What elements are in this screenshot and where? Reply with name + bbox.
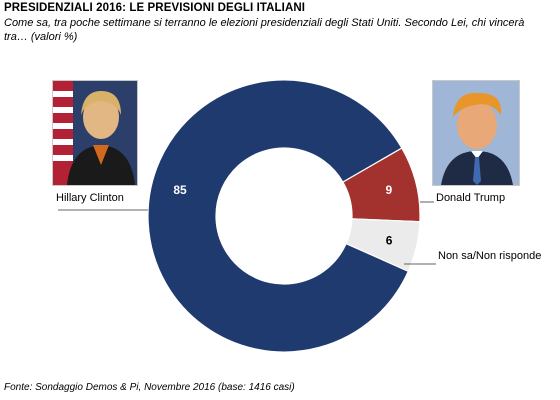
- clinton-photo: [52, 80, 138, 186]
- clinton-label: Hillary Clinton: [56, 192, 124, 204]
- value-label-unsure: 6: [386, 234, 393, 248]
- source-note: Fonte: Sondaggio Demos & Pi, Novembre 20…: [4, 382, 295, 393]
- chart-title: PRESIDENZIALI 2016: LE PREVISIONI DEGLI …: [4, 2, 306, 14]
- trump-photo: [432, 80, 520, 186]
- unsure-label: Non sa/Non risponde: [438, 250, 542, 262]
- value-label-trump: 9: [386, 183, 393, 197]
- slice-clinton: [147, 79, 410, 353]
- trump-label: Donald Trump: [436, 192, 506, 204]
- value-label-clinton: 85: [173, 183, 187, 197]
- chart-subtitle: Come sa, tra poche settimane si terranno…: [4, 17, 525, 43]
